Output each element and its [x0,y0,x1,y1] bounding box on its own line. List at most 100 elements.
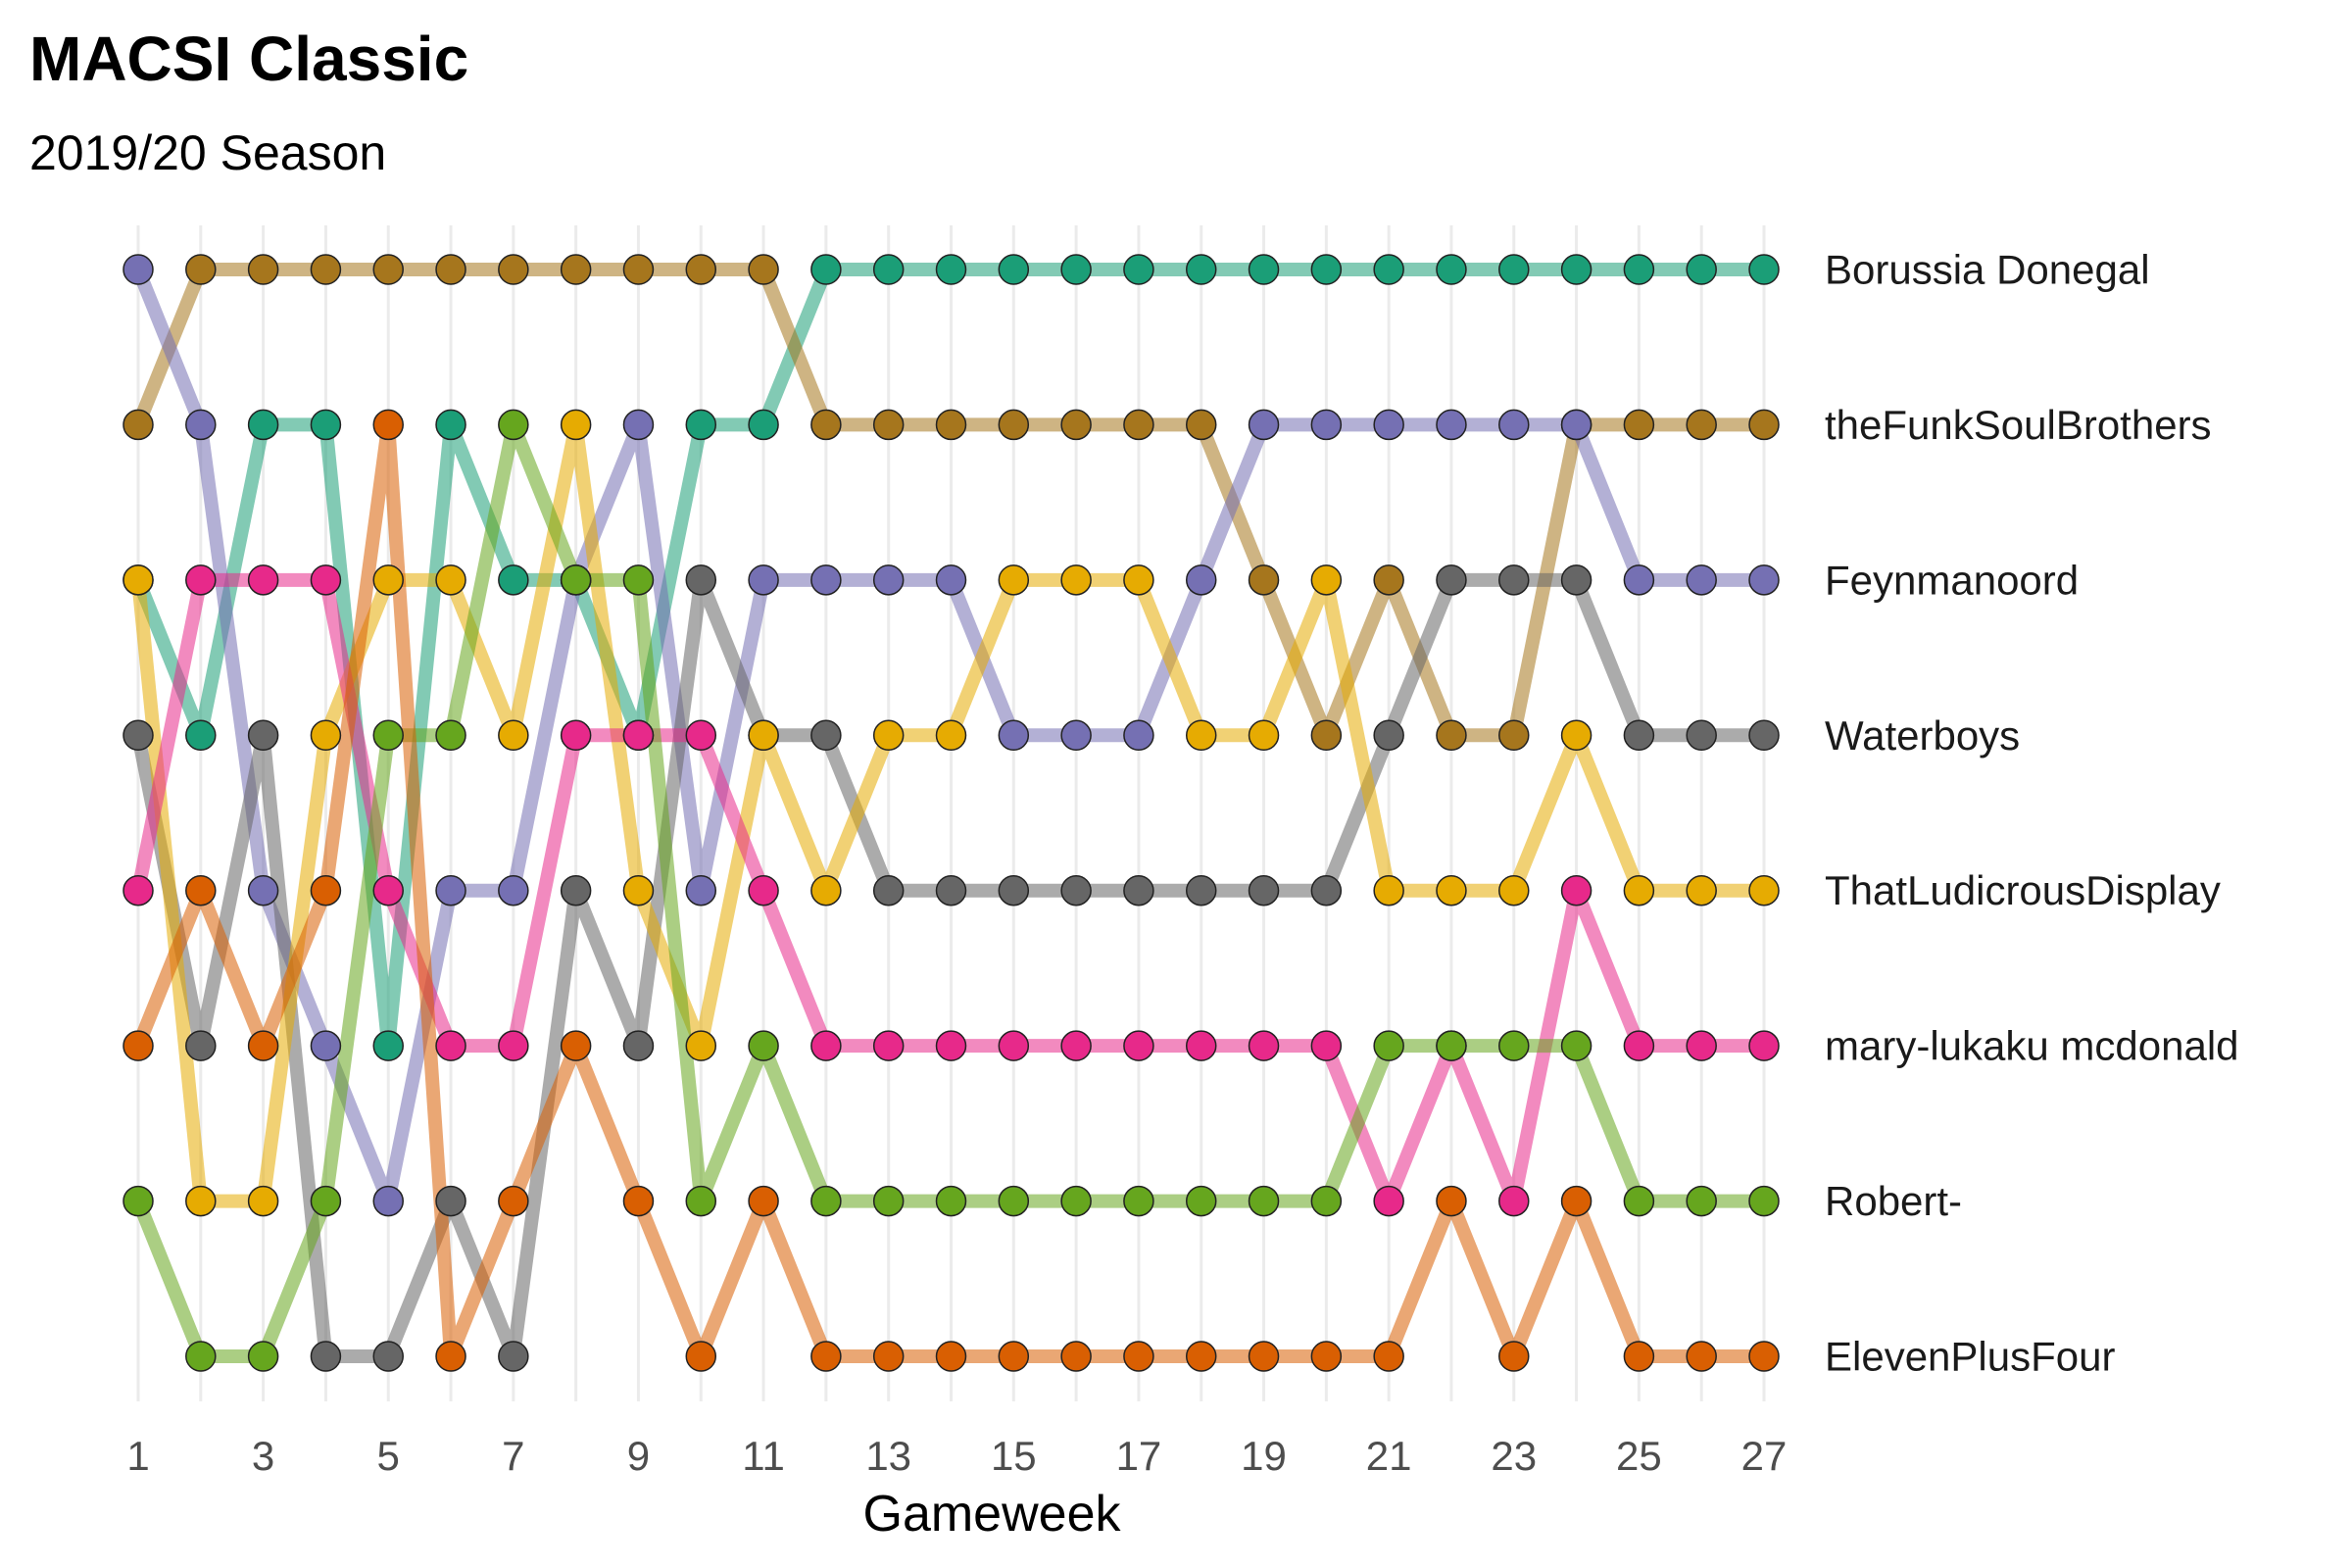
team-label: Robert- [1825,1178,1962,1224]
series-point [1248,719,1280,752]
x-tick-label: 19 [1241,1433,1287,1479]
series-point [1248,564,1280,596]
series-point [872,874,905,906]
x-tick-label: 9 [627,1433,650,1479]
series-point [1248,1030,1280,1061]
series-point [1185,719,1217,752]
series-point [1310,1185,1343,1217]
series-point [1748,1341,1780,1372]
series-point [748,254,779,285]
series-points [122,254,1780,1372]
series-point [310,409,342,441]
series-point [1436,1030,1467,1061]
series-point [935,1030,967,1061]
series-point [310,1030,342,1061]
series-point [748,409,779,441]
series-point [685,1341,717,1372]
series-point [498,254,529,285]
series-point [1060,564,1092,596]
team-labels: Borussia Donegal theFunkSoulBrothers Feynm… [1825,247,2239,1380]
series-point [435,719,466,752]
series-point [935,874,967,906]
series-point [1310,254,1343,285]
series-point [1123,1030,1154,1061]
series-point [1498,1341,1530,1372]
series-point [685,1185,717,1217]
series-point [1060,254,1092,285]
team-label: Borussia Donegal [1825,247,2150,293]
series-point [810,1341,842,1372]
series-point [622,719,655,752]
series-point [1185,254,1217,285]
series-point [1248,254,1280,285]
series-point [310,874,342,906]
series-point [1560,254,1592,285]
series-point [435,254,466,285]
series-point [1185,1185,1217,1217]
series-point [498,1030,529,1061]
x-tick-label: 17 [1116,1433,1162,1479]
series-point [622,564,655,596]
series-point [1686,874,1717,906]
series-point [1748,564,1780,596]
series-point [1248,409,1280,441]
series-point [1310,1030,1343,1061]
series-point [498,1341,529,1372]
series-point [372,1185,404,1217]
series-point [685,564,717,596]
series-point [498,874,529,906]
series-point [1185,874,1217,906]
series-point [1060,1341,1092,1372]
series-point [1373,1185,1404,1217]
series-point [998,409,1030,441]
series-point [1185,564,1217,596]
series-point [810,254,842,285]
series-point [247,564,279,596]
series-point [810,719,842,752]
series-point [247,874,279,906]
series-point [1436,1185,1467,1217]
series-point [1123,1185,1154,1217]
series-point [1623,874,1655,906]
series-point [1123,409,1154,441]
series-point [1123,719,1154,752]
series-point [247,1030,279,1061]
series-point [435,1341,466,1372]
x-tick-label: 23 [1491,1433,1537,1479]
series-point [872,719,905,752]
series-point [310,1185,342,1217]
series-point [1436,874,1467,906]
series-point [310,719,342,752]
series-point [372,409,404,441]
series-point [1436,564,1467,596]
series-point [935,1185,967,1217]
series-point [1686,564,1717,596]
series-point [1560,1185,1592,1217]
series-point [1248,1341,1280,1372]
series-point [435,564,466,596]
series-point [185,409,217,441]
series-point [872,1341,905,1372]
series-point [185,1185,217,1217]
series-point [310,1341,342,1372]
series-point [1498,874,1530,906]
team-label: Feynmanoord [1825,557,2079,603]
series-point [247,254,279,285]
series-point [560,1030,592,1061]
series-point [685,409,717,441]
series-point [1498,1185,1530,1217]
series-point [872,1030,905,1061]
series-point [685,254,717,285]
series-point [1560,409,1592,441]
series-point [998,564,1030,596]
series-point [122,1030,154,1061]
series-point [560,254,592,285]
series-point [1498,719,1530,752]
series-point [247,409,279,441]
series-point [1623,564,1655,596]
series-point [1436,254,1467,285]
series-point [1436,409,1467,441]
series-point [998,254,1030,285]
series-point [1123,564,1154,596]
